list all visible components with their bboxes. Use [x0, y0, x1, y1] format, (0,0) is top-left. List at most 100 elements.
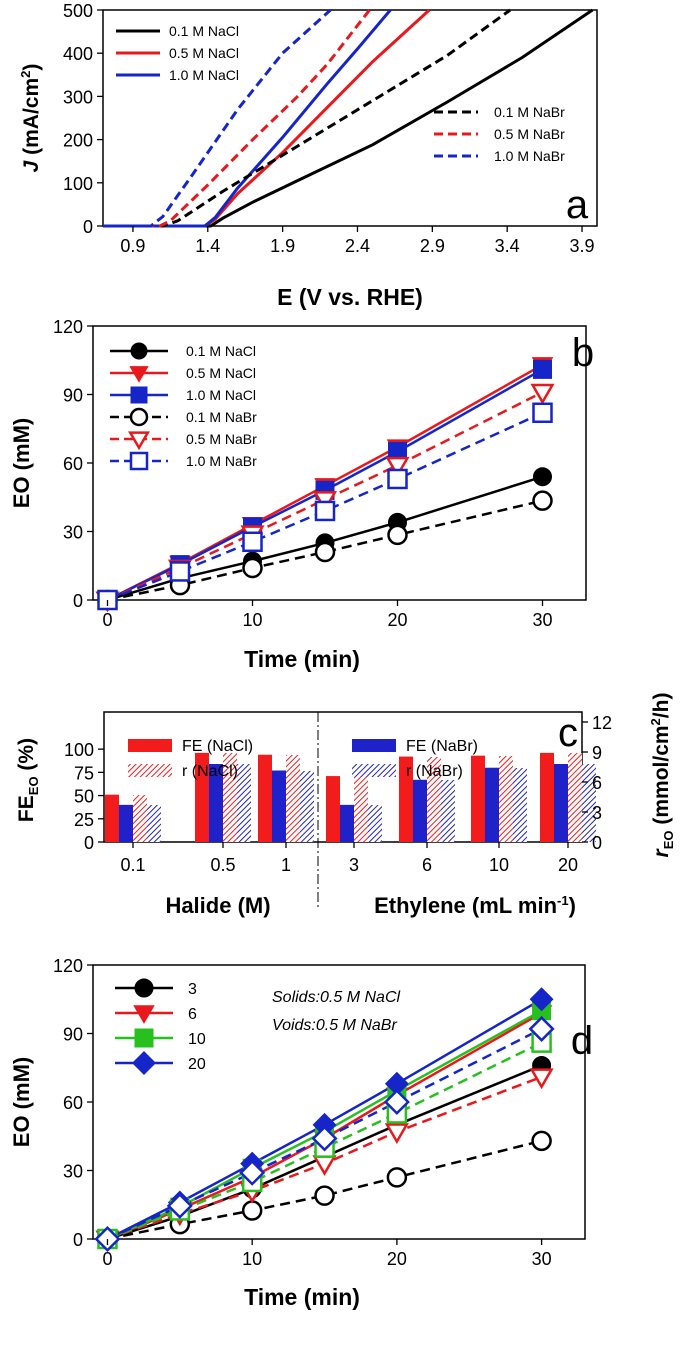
- panel-c-bar-2-0: [133, 795, 147, 842]
- panel-d-line-7: [106, 1027, 543, 1241]
- panel-d-legend: 3 6 10 20: [115, 978, 206, 1075]
- panel-d-point-5-4: [384, 1123, 409, 1145]
- panel-b-plot: [95, 357, 555, 613]
- panel-d-point-4-2: [241, 1200, 263, 1221]
- panel-c-legend-swatch-0: [128, 739, 172, 752]
- panel-d-xtick-label-0: 0: [102, 1249, 112, 1269]
- panel-c-ylabel-left: FEEO (%): [15, 738, 41, 822]
- panel-c-ytick-left-label-1: 25: [74, 810, 94, 830]
- panel-c-group-label-ethylene-main: Ethylene (mL min: [374, 893, 557, 918]
- panel-d-annotation-voids: Voids:0.5 M NaBr: [272, 1017, 397, 1034]
- panel-c-xtick-label-0: 0.1: [120, 855, 145, 875]
- panel-b-line-0: [107, 475, 543, 602]
- panel-d-point-7-4: [383, 1088, 410, 1116]
- panel-a-legend-dash-label-1: 0.5 M NaBr: [494, 126, 565, 142]
- panel-a-legend-dash-label-0: 0.1 M NaBr: [494, 104, 565, 120]
- panel-a-ytick-label-0: 0: [83, 217, 93, 237]
- panel-c-bar-1-5: [485, 767, 499, 842]
- panel-b-ylabel: EO (mM): [9, 418, 34, 508]
- panel-c-legend-swatch-1: [128, 764, 172, 777]
- panel-c-bar-3-3: [368, 805, 382, 842]
- panel-d-xtick-label-2: 20: [387, 1249, 407, 1269]
- panel-c-bar-2-2: [286, 755, 300, 842]
- panel-a-xlabel: E (V vs. RHE): [277, 284, 423, 310]
- panel-c-bar-1-0: [119, 804, 133, 842]
- panel-c-legend-swatch-2: [352, 739, 396, 752]
- panel-b-point-5-1: [169, 561, 191, 582]
- panel-b-point-5-3: [314, 500, 336, 522]
- panel-d-point-7-2: [239, 1159, 266, 1186]
- panel-c-ytick-right-label-0: 0: [592, 833, 602, 853]
- panel-c-legend-label-1: r (NaCl): [182, 763, 238, 780]
- panel-c-bar-1-4: [413, 779, 427, 842]
- panel-a-ylabel-sup: 2: [18, 71, 33, 78]
- panel-c-bar-0-1: [195, 752, 209, 842]
- panel-b-legend-label-2: 1.0 M NaCl: [186, 387, 256, 403]
- panel-a-legend-label-1: 0.5 M NaCl: [169, 45, 239, 61]
- panel-b-legend-marker-2: [130, 386, 148, 404]
- panel-d-letter: d: [571, 1019, 593, 1063]
- panel-a-legend-solid: 0.1 M NaCl 0.5 M NaCl 1.0 M NaCl: [116, 23, 239, 83]
- panel-c-group-label-ethylene: Ethylene (mL min-1): [374, 893, 576, 918]
- panel-d-xtick-label-3: 30: [532, 1249, 552, 1269]
- panel-c-bar-0-3: [326, 776, 340, 842]
- panel-b-point-0-5: [533, 467, 552, 487]
- panel-d-line-6: [107, 1041, 543, 1241]
- panel-b-xtick-label-3: 30: [532, 610, 552, 630]
- panel-c-bar-3-0: [147, 805, 161, 842]
- panel-c-ylabel-right-sup: 2: [648, 718, 663, 725]
- panel-d-point-7-3: [311, 1125, 338, 1152]
- panel-c-xtick-label-2: 1: [281, 855, 291, 875]
- panel-d-point-7-1: [166, 1192, 193, 1219]
- panel-b-legend-marker-5: [129, 451, 149, 471]
- panel-b-point-5-4: [387, 468, 408, 490]
- panel-b-line-4: [106, 391, 544, 602]
- panel-d-line-3: [106, 998, 543, 1241]
- panel-c-xtick-label-3: 3: [349, 855, 359, 875]
- panel-c-letter: c: [558, 711, 578, 755]
- panel-c-bar-2-4: [427, 757, 441, 842]
- panel-c-bar-0-4: [399, 756, 413, 842]
- panel-a-letter: a: [566, 183, 589, 227]
- panel-b-legend-label-0: 0.1 M NaCl: [186, 343, 256, 359]
- panel-b-point-3-2: [242, 557, 263, 579]
- panel-c-ytick-left-label-0: 0: [84, 833, 94, 853]
- panel-b-xtick-label-1: 10: [242, 610, 262, 630]
- panel-a-ticks: 0.9 1.4 1.9 2.4 2.9 3.4 3.9 0 100 200 300 400 500: [63, 1, 595, 256]
- panel-c-ylabel-right-close: /h): [650, 693, 673, 719]
- panel-d-point-5-5: [529, 1068, 554, 1090]
- panel-a-ylabel-unit: (mA/cm: [20, 78, 43, 161]
- panel-b-frame: [92, 325, 587, 601]
- panel-c-legend: FE (NaCl) r (NaCl) FE (NaBr) r (NaBr): [128, 738, 478, 780]
- panel-c-ytick-right-label-1: 3: [592, 803, 602, 823]
- panel-d-point-7-5: [528, 1015, 555, 1042]
- panel-c-xtick-label-6: 20: [558, 855, 578, 875]
- panel-c-bar-1-6: [554, 764, 568, 842]
- panel-d-ytick-label-1: 30: [63, 1162, 83, 1182]
- panel-d-legend-label-2: 10: [188, 1031, 206, 1048]
- panel-d-annotation-solids: Solids:0.5 M NaCl: [272, 989, 400, 1006]
- panel-d: 0 10 20 30 0 30 60 90 120 Time (min) EO (mM) d S…: [9, 956, 593, 1310]
- panel-a-ytick-label-5: 500: [63, 1, 93, 21]
- panel-b-ytick-label-1: 30: [63, 523, 83, 543]
- panel-b: 0 10 20 30 0 30 60 90 120 Time (min) EO (mM) b 0…: [9, 317, 594, 672]
- panel-b-ytick-label-0: 0: [73, 591, 83, 611]
- panel-d-xlabel: Time (min): [244, 1284, 360, 1310]
- panel-d-plot: [94, 987, 555, 1253]
- panel-c-ytick-right-label-3: 9: [592, 743, 602, 763]
- panel-c-xtick-label-4: 6: [422, 855, 432, 875]
- panel-d-ticks: 0 10 20 30 0 30 60 90 120: [53, 956, 552, 1269]
- panel-c-bar-3-6: [582, 764, 596, 842]
- panel-a-series-4: [103, 9, 371, 228]
- panel-c-bar-0-6: [540, 752, 554, 842]
- panel-a-ytick-label-3: 300: [63, 87, 93, 107]
- panel-a: 0.9 1.4 1.9 2.4 2.9 3.4 3.9 0 100 200 300 400 500 E …: [18, 1, 598, 310]
- panel-d-ytick-label-0: 0: [73, 1230, 83, 1250]
- panel-b-legend-label-1: 0.5 M NaCl: [186, 365, 256, 381]
- panel-c-ytick-left-label-2: 50: [74, 787, 94, 807]
- panel-a-plot: [103, 8, 594, 228]
- panel-c-legend-swatch-3: [352, 764, 396, 777]
- panel-c-bar-2-5: [499, 756, 513, 842]
- panel-c-bar-1-3: [340, 804, 354, 842]
- panel-c-group-label-halide: Halide (M): [165, 893, 270, 918]
